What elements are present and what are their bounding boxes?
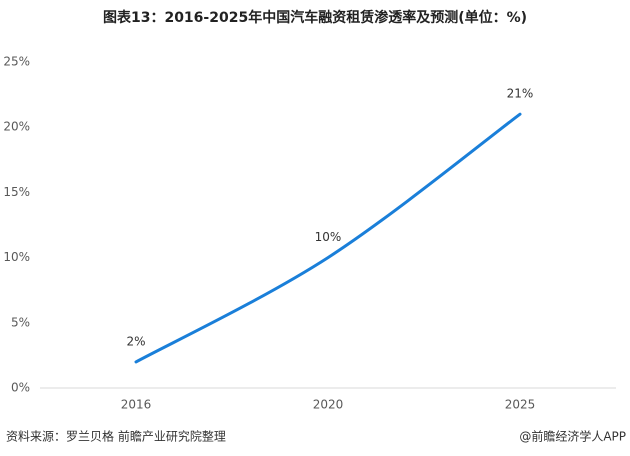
x-tick-label: 2016: [121, 398, 152, 412]
y-tick-label: 25%: [3, 55, 30, 69]
chart-title: 图表13：2016-2025年中国汽车融资租赁渗透率及预测(单位：%): [103, 9, 527, 26]
y-tick-label: 5%: [11, 315, 30, 329]
data-label: 10%: [315, 230, 342, 244]
data-label: 21%: [507, 87, 534, 101]
y-tick-label: 10%: [3, 250, 30, 264]
y-tick-label: 20%: [3, 120, 30, 134]
y-tick-label: 0%: [11, 381, 30, 395]
source: 资料来源：罗兰贝格 前瞻产业研究院整理: [6, 429, 226, 444]
y-tick-label: 15%: [3, 185, 30, 199]
line: [134, 112, 522, 364]
x-tick-label: 2025: [505, 398, 536, 412]
credit: @前瞻经济学人APP: [519, 429, 626, 444]
data-label: 2%: [126, 334, 145, 348]
x-tick-label: 2020: [313, 398, 344, 412]
